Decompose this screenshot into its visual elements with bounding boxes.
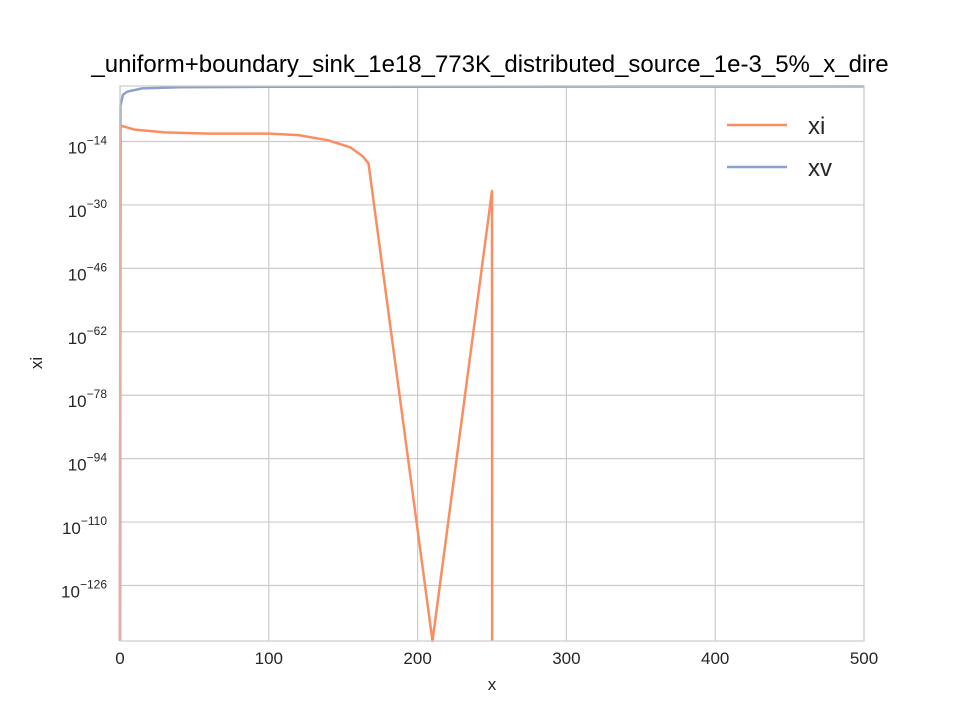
x-tick-label: 0: [115, 649, 124, 668]
y-axis-label: xi: [27, 357, 46, 369]
y-tick-exponent: −14: [87, 134, 108, 148]
plot-frame: [119, 85, 865, 642]
y-tick-base: 10: [68, 265, 87, 284]
x-tick-labels: 0 100 200 300 400 500: [115, 649, 878, 668]
x-tick-label: 100: [255, 649, 283, 668]
y-tick-base: 10: [68, 202, 87, 221]
legend-label-xi: xi: [808, 113, 825, 140]
y-tick-base: 10: [68, 392, 87, 411]
x-tick-label: 400: [701, 649, 729, 668]
x-axis-label: x: [488, 675, 497, 694]
y-tick-label: 10−110: [62, 514, 107, 538]
series-line-xv: [118, 85, 865, 642]
y-tick-label: 10−46: [68, 260, 108, 284]
y-tick-exponent: −94: [87, 451, 108, 465]
legend: xi xv: [727, 113, 832, 182]
y-tick-exponent: −110: [81, 514, 107, 528]
y-tick-label: 10−30: [68, 197, 108, 221]
y-tick-label: 10−62: [68, 324, 108, 348]
y-tick-label: 10−126: [61, 578, 107, 602]
x-tick-label: 300: [552, 649, 580, 668]
x-tick-label: 500: [850, 649, 878, 668]
x-tick-label: 200: [403, 649, 431, 668]
y-tick-exponent: −30: [87, 197, 108, 211]
chart-title: _uniform+boundary_sink_1e18_773K_distrib…: [90, 51, 888, 78]
y-tick-label: 10−94: [68, 451, 108, 475]
y-tick-label: 10−14: [68, 134, 108, 158]
y-tick-exponent: −46: [87, 260, 108, 274]
y-tick-exponent: −62: [87, 324, 108, 338]
y-tick-base: 10: [68, 329, 87, 348]
y-tick-base: 10: [68, 139, 87, 158]
y-tick-base: 10: [68, 456, 87, 475]
y-tick-labels: 10−1410−3010−4610−6210−7810−9410−11010−1…: [61, 134, 107, 602]
y-tick-exponent: −78: [87, 387, 108, 401]
y-tick-exponent: −126: [80, 578, 107, 592]
legend-label-xv: xv: [808, 155, 832, 182]
series-line-xi: [118, 124, 494, 643]
y-tick-label: 10−78: [68, 387, 108, 411]
y-tick-base: 10: [61, 583, 80, 602]
y-tick-base: 10: [62, 519, 81, 538]
series-layer: [118, 85, 865, 643]
